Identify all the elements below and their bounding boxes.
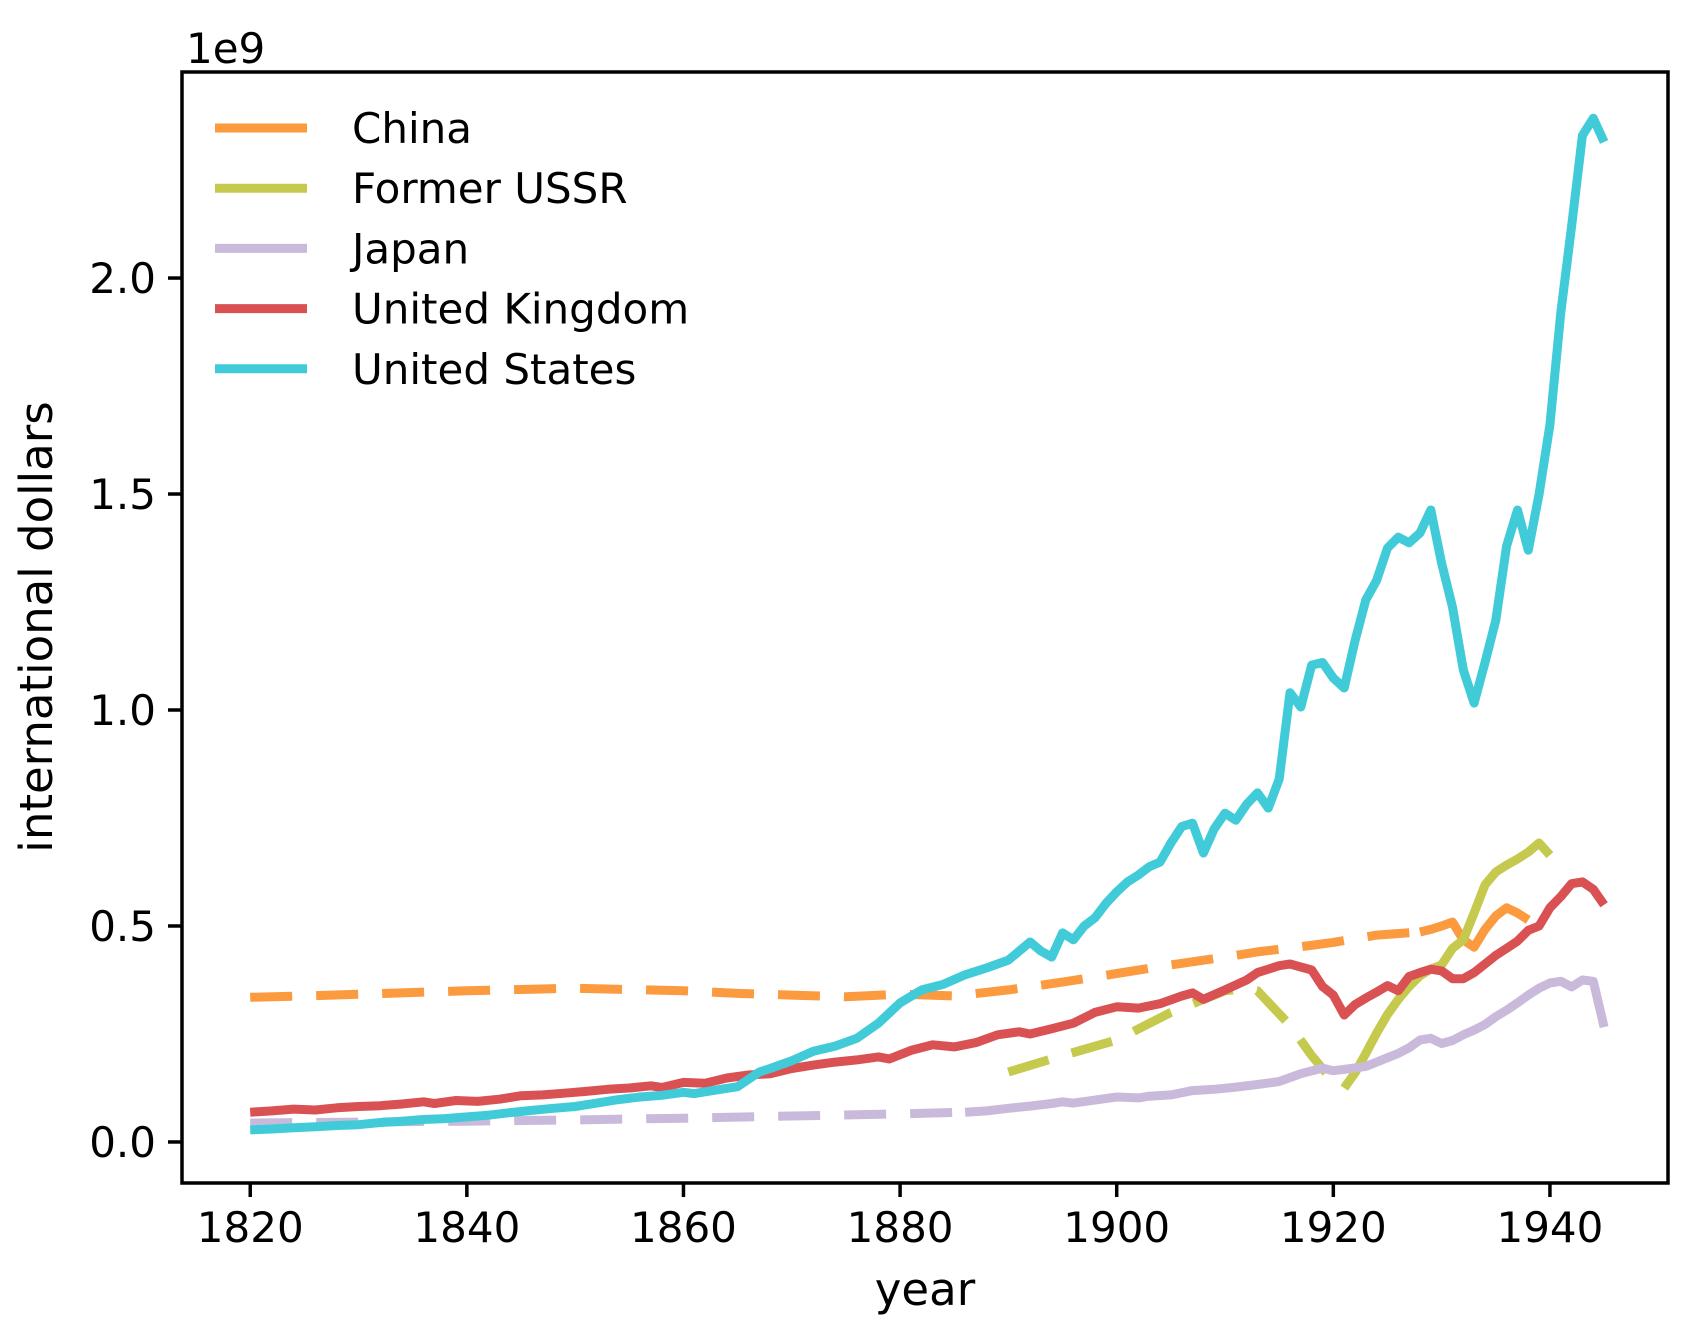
legend-label-japan: Japan bbox=[349, 224, 469, 273]
series-line-former-ussr-dashed bbox=[1007, 983, 1347, 1092]
series-line-united-kingdom-solid bbox=[249, 877, 1608, 1117]
axes-layer: 1820 1840 1860 1880 1900 1920 1940 0.0 0.5 1.0 1.5… bbox=[89, 70, 1670, 1252]
legend-label-former-ussr: Former USSR bbox=[352, 164, 628, 213]
x-tick-label-1900: 1900 bbox=[1063, 1203, 1170, 1252]
y-tick-label-1.5: 1.5 bbox=[89, 470, 156, 519]
y-tick-label-1.0: 1.0 bbox=[89, 686, 156, 735]
legend-label-united-states: United States bbox=[352, 345, 636, 394]
legend-item-united-states: United States bbox=[215, 345, 636, 394]
x-tick-label-1860: 1860 bbox=[630, 1203, 737, 1252]
series-layer bbox=[249, 113, 1609, 1135]
legend-label-china: China bbox=[352, 104, 472, 153]
legend: China Former USSR Japan United Kingdom Unite… bbox=[215, 104, 689, 394]
series-line-japan-solid bbox=[964, 975, 1609, 1117]
x-axis-label: year bbox=[875, 1263, 976, 1316]
legend-item-former-ussr: Former USSR bbox=[215, 164, 628, 213]
x-tick-label-1940: 1940 bbox=[1496, 1203, 1603, 1252]
y-axis-offset-text: 1e9 bbox=[186, 24, 265, 73]
y-axis-label: international dollars bbox=[10, 401, 63, 852]
y-tick-label-0.0: 0.0 bbox=[89, 1118, 156, 1167]
series-line-united-states-solid bbox=[250, 113, 1609, 1135]
series-line-china-solid bbox=[1418, 903, 1531, 952]
x-tick-label-1840: 1840 bbox=[413, 1203, 520, 1252]
plot-border bbox=[180, 70, 1670, 1185]
legend-item-united-kingdom: United Kingdom bbox=[215, 285, 689, 334]
y-tick-label-2.0: 2.0 bbox=[89, 254, 156, 303]
legend-label-united-kingdom: United Kingdom bbox=[352, 285, 689, 334]
series-line-japan-dashed bbox=[250, 1107, 966, 1128]
legend-item-japan: Japan bbox=[215, 224, 469, 273]
x-tick-label-1880: 1880 bbox=[847, 1203, 954, 1252]
series-line-former-ussr-solid bbox=[1340, 838, 1554, 1091]
y-tick-label-0.5: 0.5 bbox=[89, 902, 156, 951]
series-line-china-dashed bbox=[250, 927, 1421, 1002]
legend-item-china: China bbox=[215, 104, 472, 153]
x-tick-label-1920: 1920 bbox=[1280, 1203, 1387, 1252]
x-tick-label-1820: 1820 bbox=[197, 1203, 304, 1252]
